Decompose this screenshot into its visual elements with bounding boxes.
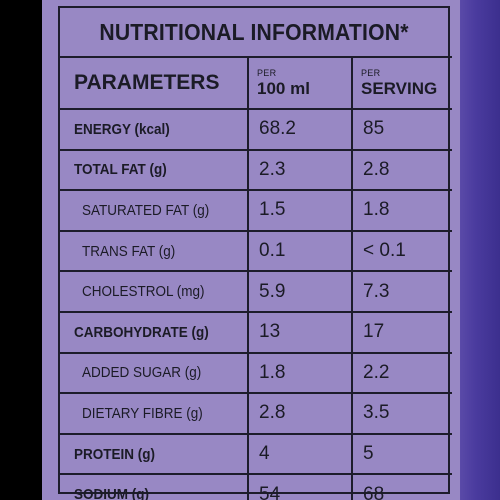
per-100ml-cell: 2.3 [247, 148, 353, 192]
per-100ml-cell: 1.5 [247, 189, 353, 232]
package-edge [460, 0, 500, 500]
parameter-cell: TRANS FAT (g) [60, 229, 249, 273]
header-per-100ml-small: PER [257, 68, 277, 78]
header-per-serving: PER SERVING [351, 56, 452, 110]
parameter-name: TOTAL FAT (g) [74, 161, 167, 179]
parameter-name: DIETARY FIBRE (g) [82, 404, 203, 422]
header-per-100ml: PER 100 ml [247, 56, 353, 110]
parameter-cell: DIETARY FIBRE (g) [60, 392, 249, 435]
per-serving-cell: 2.8 [351, 148, 452, 192]
table-row: PROTEIN (g) 4 5 [60, 432, 452, 476]
header-parameters: PARAMETERS [60, 56, 249, 110]
parameter-name: CARBOHYDRATE (g) [74, 323, 209, 341]
per-100ml-cell: 2.8 [247, 392, 353, 435]
parameter-cell: ENERGY (kcal) [60, 108, 249, 151]
table-row: SODIUM (g) 54 68 [60, 473, 452, 500]
per-serving-cell: 7.3 [351, 270, 452, 313]
per-serving-cell: 68 [351, 473, 452, 500]
table-row: ENERGY (kcal) 68.2 85 [60, 108, 452, 151]
table-header-row: PARAMETERS PER 100 ml PER SERVING [60, 56, 452, 110]
nutrition-label: NUTRITIONAL INFORMATION* PARAMETERS PER … [58, 6, 452, 500]
header-per-serving-small: PER [361, 68, 381, 78]
header-per-serving-big: SERVING [361, 79, 438, 98]
per-serving-cell: 2.2 [351, 351, 452, 395]
parameter-name: ADDED SUGAR (g) [82, 364, 202, 382]
per-100ml-cell: 54 [247, 473, 353, 500]
per-100ml-cell: 68.2 [247, 108, 353, 151]
per-100ml-cell: 1.8 [247, 351, 353, 395]
parameter-cell: SODIUM (g) [60, 473, 249, 500]
parameter-name: SODIUM (g) [74, 486, 149, 500]
table-row: SATURATED FAT (g) 1.5 1.8 [60, 189, 452, 232]
parameter-name: PROTEIN (g) [74, 445, 155, 463]
parameter-cell: TOTAL FAT (g) [60, 148, 249, 192]
label-title: NUTRITIONAL INFORMATION* [99, 19, 409, 45]
parameter-cell: PROTEIN (g) [60, 432, 249, 476]
per-100ml-cell: 5.9 [247, 270, 353, 313]
per-serving-cell: < 0.1 [351, 229, 452, 273]
parameter-name: ENERGY (kcal) [74, 120, 170, 138]
table-row: TRANS FAT (g) 0.1 < 0.1 [60, 229, 452, 273]
per-serving-cell: 3.5 [351, 392, 452, 435]
parameter-cell: SATURATED FAT (g) [60, 189, 249, 232]
per-serving-cell: 17 [351, 310, 452, 354]
table-row: DIETARY FIBRE (g) 2.8 3.5 [60, 392, 452, 435]
per-100ml-cell: 4 [247, 432, 353, 476]
parameter-cell: CHOLESTROL (mg) [60, 270, 249, 313]
per-100ml-cell: 13 [247, 310, 353, 354]
per-100ml-cell: 0.1 [247, 229, 353, 273]
nutrition-table: PARAMETERS PER 100 ml PER SERVING ENERGY… [60, 56, 452, 500]
parameter-name: SATURATED FAT (g) [82, 201, 210, 219]
parameter-name: TRANS FAT (g) [82, 242, 176, 260]
parameter-cell: CARBOHYDRATE (g) [60, 310, 249, 354]
table-row: TOTAL FAT (g) 2.3 2.8 [60, 148, 452, 192]
parameter-name: CHOLESTROL (mg) [82, 283, 205, 301]
table-row: CARBOHYDRATE (g) 13 17 [60, 310, 452, 354]
per-serving-cell: 5 [351, 432, 452, 476]
per-serving-cell: 85 [351, 108, 452, 151]
table-row: CHOLESTROL (mg) 5.9 7.3 [60, 270, 452, 313]
parameter-cell: ADDED SUGAR (g) [60, 351, 249, 395]
per-serving-cell: 1.8 [351, 189, 452, 232]
header-per-100ml-big: 100 ml [257, 79, 310, 98]
table-row: ADDED SUGAR (g) 1.8 2.2 [60, 351, 452, 395]
